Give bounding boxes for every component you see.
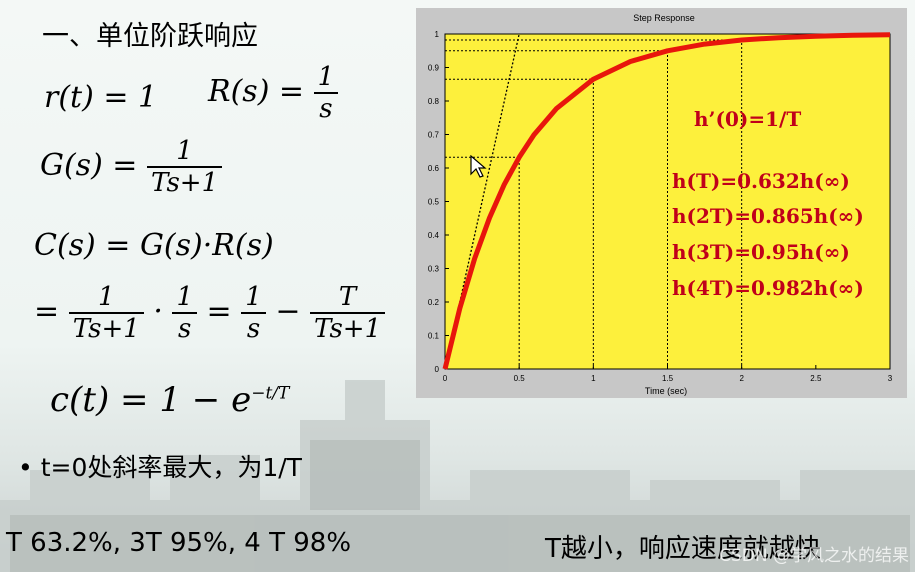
equals-sign: = [34,294,60,329]
y-tick-label: 0.9 [428,64,440,73]
laplace-input-equation: R(s) = 1 s [208,62,339,124]
transfer-function-equation: G(s) = 1 Ts+1 [40,136,223,198]
section-heading: 一、单位阶跃响应 [42,21,258,52]
fraction-numerator: 1 [172,282,197,314]
y-tick-label: 0.5 [428,198,440,207]
y-tick-label: 0.7 [428,131,440,140]
fraction-numerator: 1 [313,62,339,94]
exponent: −t/T [251,383,290,404]
fraction-numerator: 1 [241,282,266,314]
step-response-svg: Step Response 0 0.5 1 1.5 2 2.5 3 0 0.1 0.2 0.3 0.4… [428,13,893,396]
formula-annotation: h’(0)=1/T [694,107,801,131]
fraction-denominator: s [246,314,261,344]
chart-title: Step Response [633,13,695,23]
fraction-1-over-Ts1: 1 Ts+1 [68,282,144,344]
multiply-dot: · [153,294,163,329]
formula-annotation: h(2T)=0.865h(∞) [672,204,864,228]
x-tick-label: 2.5 [810,374,822,383]
x-tick-label: 0.5 [514,374,526,383]
y-tick-label: 0.1 [428,332,440,341]
fraction-numerator: 1 [68,282,144,314]
input-equation: r(t) = 1 [44,80,158,115]
fraction-numerator: T [310,282,386,314]
fraction-denominator: s [319,94,333,124]
fraction-1-over-s: 1 s [241,282,266,344]
fraction-denominator: Ts+1 [314,314,382,344]
transfer-function-lhs: G(s) = [40,148,138,183]
partial-fraction-equation: = 1 Ts+1 · 1 s = 1 s − T Ts+1 [34,282,386,344]
fraction-1-over-s: 1 s [172,282,197,344]
x-tick-label: 1 [591,374,596,383]
output-laplace-equation: C(s) = G(s)·R(s) [34,228,274,263]
transfer-function-fraction: 1 Ts+1 [147,136,223,198]
speed-conclusion: T越小，响应速度就越快 [545,534,821,564]
formula-annotation: h(T)=0.632h(∞) [672,169,850,193]
plot-area [444,33,891,370]
y-tick-label: 0.6 [428,164,440,173]
equals-sign: = [206,294,232,329]
fraction-denominator: Ts+1 [72,314,140,344]
formula-annotation: h(4T)=0.982h(∞) [672,276,864,300]
y-tick-label: 0.2 [428,298,440,307]
x-tick-label: 0 [443,374,448,383]
minus-sign: − [275,294,301,329]
y-tick-label: 0.4 [428,231,440,240]
y-tick-label: 0.8 [428,97,440,106]
x-axis-label: Time (sec) [645,386,687,396]
formula-annotation: h(3T)=0.95h(∞) [672,240,850,264]
x-tick-label: 1.5 [662,374,674,383]
x-tick-label: 3 [888,374,893,383]
x-tick-label: 2 [739,374,744,383]
fraction-denominator: Ts+1 [151,168,219,198]
step-response-chart: Step Response 0 0.5 1 1.5 2 2.5 3 0 0.1 0.2 0.3 0.4… [416,8,907,398]
laplace-input-lhs: R(s) = [208,74,305,109]
step-response-curve [442,32,891,370]
watermark: CSDN @学风之水的结果 [719,546,909,566]
axis-ticks: 0 0.5 1 1.5 2 2.5 3 0 0.1 0.2 0.3 0.4 0.5 0.6 0.7 0.8 0.… [428,30,893,383]
fraction-1-over-s: 1 s [313,62,339,124]
slope-bullet: • t=0处斜率最大，为1/T [18,453,302,482]
mouse-cursor-icon [470,155,487,178]
y-tick-label: 0.3 [428,265,440,274]
response-curves [442,32,891,370]
y-tick-label: 1 [435,30,440,39]
fraction-numerator: 1 [147,136,223,168]
time-response-equation: c(t) = 1 − e−t/T [50,380,289,420]
time-response-lhs: c(t) = 1 − e [50,380,252,420]
y-tick-label: 0 [435,365,440,374]
formula-annotations: h’(0)=1/T h(T)=0.632h(∞) h(2T)=0.865h(∞) h(… [672,107,864,300]
fraction-T-over-Ts1: T Ts+1 [310,282,386,344]
percent-summary: T 63.2%, 3T 95%, 4 T 98% [6,528,352,558]
fraction-denominator: s [178,314,192,344]
